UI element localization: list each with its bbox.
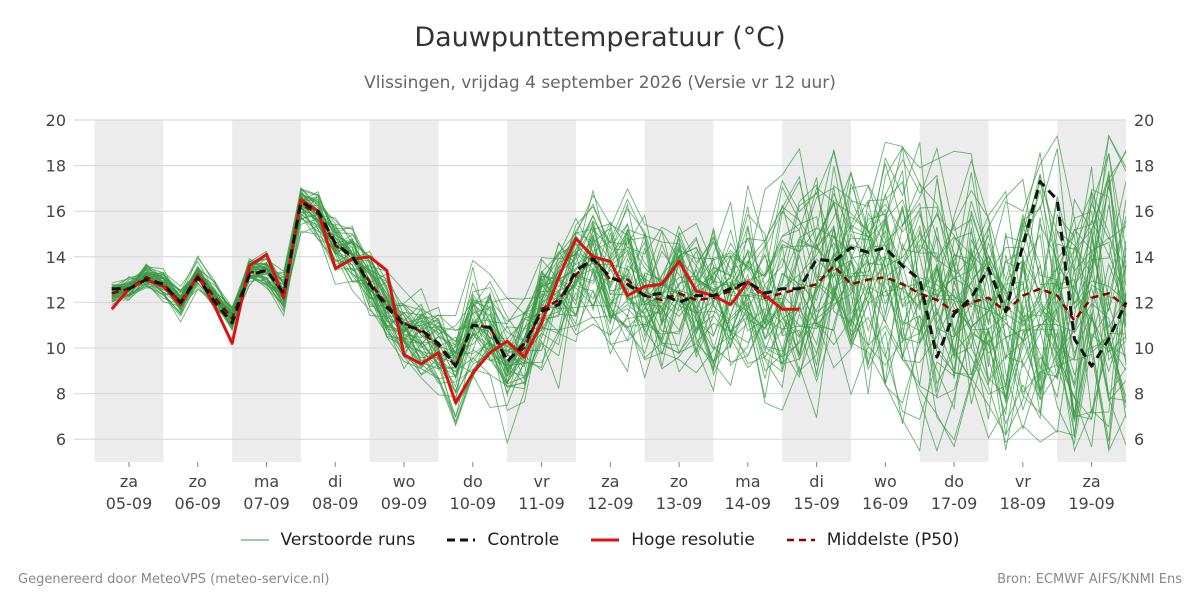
ensemble-member-line xyxy=(111,184,1127,404)
ensemble-member-line xyxy=(111,158,1127,442)
legend-swatch-hires xyxy=(591,538,620,542)
x-tick-day-label: zo xyxy=(189,472,207,491)
legend-swatch-median xyxy=(786,538,815,542)
x-tick-date-label: 14-09 xyxy=(725,494,772,513)
ensemble-member-line xyxy=(111,192,1127,426)
x-tick-date-label: 15-09 xyxy=(793,494,840,513)
ensemble-member-line xyxy=(111,166,1127,384)
chart-title: Dauwpunttemperatuur (°C) xyxy=(414,22,786,53)
x-tick-date-label: 10-09 xyxy=(450,494,497,513)
ensemble-member-line xyxy=(111,149,1127,445)
x-tick-date-label: 19-09 xyxy=(1068,494,1115,513)
x-tick-day-label: za xyxy=(1083,472,1101,491)
x-tick-day-label: za xyxy=(601,472,619,491)
main-series xyxy=(110,180,1128,405)
x-tick-date-label: 08-09 xyxy=(312,494,359,513)
legend-item-control: Controle xyxy=(447,530,559,550)
y-tick-label-left: 20 xyxy=(46,111,66,130)
x-tick-date-label: 18-09 xyxy=(1000,494,1047,513)
ensemble-member-line xyxy=(111,141,1127,453)
ensemble-member-line xyxy=(111,193,1127,453)
legend-swatch-control xyxy=(447,538,476,542)
x-tick-date-label: 16-09 xyxy=(862,494,909,513)
legend-swatch-ensemble xyxy=(240,539,269,541)
x-tick-date-label: 11-09 xyxy=(518,494,565,513)
y-tick-label-right: 18 xyxy=(1134,157,1154,176)
x-tick-day-label: zo xyxy=(670,472,688,491)
ensemble-member-line xyxy=(111,147,1127,398)
ensemble-member-line xyxy=(111,195,1127,400)
legend-label-hires: Hoge resolutie xyxy=(631,530,755,550)
axes: 6 6 8 8 10 10 12 12 14 14 16 16 18 18 20 20 za 05-09 zo 06-… xyxy=(46,111,1155,513)
ensemble-member-line xyxy=(111,148,1127,409)
x-tick-date-label: 17-09 xyxy=(931,494,978,513)
y-tick-label-right: 20 xyxy=(1134,111,1154,130)
x-tick-date-label: 06-09 xyxy=(175,494,222,513)
x-tick-day-label: vr xyxy=(1015,472,1031,491)
legend-label-median: Middelste (P50) xyxy=(826,530,960,550)
y-tick-label-left: 16 xyxy=(46,202,66,221)
x-tick-day-label: ma xyxy=(735,472,760,491)
y-tick-label-left: 10 xyxy=(46,339,66,358)
ensemble-member-line xyxy=(111,134,1127,426)
ensemble-member-line xyxy=(111,173,1127,411)
ensemble-member-line xyxy=(111,153,1127,451)
y-tick-label-right: 10 xyxy=(1134,339,1154,358)
y-tick-label-left: 14 xyxy=(46,248,66,267)
x-tick-date-label: 07-09 xyxy=(243,494,290,513)
x-tick-day-label: ma xyxy=(254,472,279,491)
x-tick-day-label: do xyxy=(463,472,483,491)
x-tick-day-label: di xyxy=(328,472,343,491)
x-tick-day-label: wo xyxy=(393,472,416,491)
x-tick-date-label: 13-09 xyxy=(656,494,703,513)
chart-legend: Verstoorde runs Controle Hoge resolutie … xyxy=(0,530,1200,550)
x-tick-date-label: 12-09 xyxy=(587,494,634,513)
footer-credit: Gegenereerd door MeteoVPS (meteo-service… xyxy=(18,572,330,587)
y-tick-label-right: 12 xyxy=(1134,293,1154,312)
y-tick-label-right: 8 xyxy=(1134,385,1144,404)
legend-item-median: Middelste (P50) xyxy=(786,530,960,550)
x-tick-day-label: do xyxy=(944,472,964,491)
x-tick-day-label: vr xyxy=(534,472,550,491)
y-tick-label-left: 8 xyxy=(56,385,66,404)
x-tick-day-label: za xyxy=(120,472,138,491)
legend-item-hires: Hoge resolutie xyxy=(591,530,755,550)
y-tick-label-right: 6 xyxy=(1134,430,1144,449)
y-tick-label-right: 14 xyxy=(1134,248,1154,267)
hires-line xyxy=(110,198,800,405)
x-tick-date-label: 09-09 xyxy=(381,494,428,513)
x-tick-day-label: wo xyxy=(874,472,897,491)
legend-item-ensemble: Verstoorde runs xyxy=(240,530,416,550)
x-tick-date-label: 05-09 xyxy=(106,494,153,513)
ensemble-member-line xyxy=(111,204,1127,423)
y-tick-label-left: 12 xyxy=(46,293,66,312)
x-tick-day-label: di xyxy=(809,472,824,491)
footer-source: Bron: ECMWF AIFS/KNMI Ens xyxy=(997,572,1182,587)
chart-subtitle: Vlissingen, vrijdag 4 september 2026 (Ve… xyxy=(364,73,836,93)
y-tick-label-left: 6 xyxy=(56,430,66,449)
legend-label-ensemble: Verstoorde runs xyxy=(280,530,416,550)
y-tick-label-right: 16 xyxy=(1134,202,1154,221)
legend-label-control: Controle xyxy=(487,530,560,550)
control-line xyxy=(111,180,1128,368)
y-tick-label-left: 18 xyxy=(46,157,66,176)
